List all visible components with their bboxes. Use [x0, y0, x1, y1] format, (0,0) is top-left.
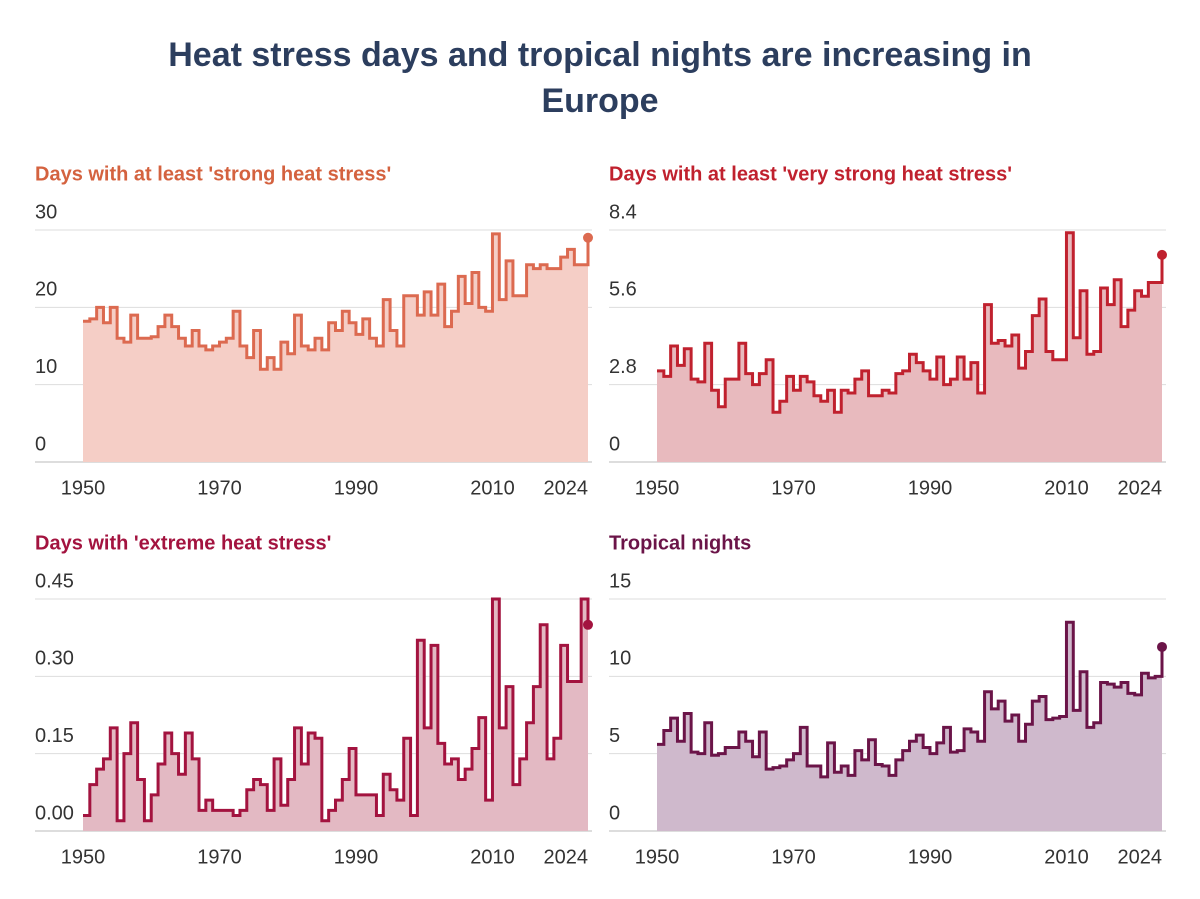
x-tick-label: 1990: [908, 846, 953, 868]
x-tick-label: 1950: [61, 477, 106, 499]
step-line: [83, 232, 590, 371]
y-tick-label: 30: [35, 201, 57, 223]
y-tick-label: 2.8: [609, 356, 637, 378]
y-tick-label: 5: [609, 725, 620, 747]
chart-title: Heat stress days and tropical nights are…: [168, 36, 1032, 120]
x-tick-label: 2024: [544, 477, 589, 499]
y-tick-label: 0.00: [35, 802, 74, 824]
y-tick-label: 0.45: [35, 570, 74, 592]
x-tick-label: 1970: [771, 846, 816, 868]
x-tick-label: 1970: [197, 477, 242, 499]
area-fill: [657, 622, 1162, 831]
y-tick-label: 0.15: [35, 725, 74, 747]
y-tick-label: 10: [609, 648, 631, 670]
x-tick-label: 2024: [1118, 846, 1163, 868]
panel-title: Tropical nights: [609, 532, 751, 554]
y-tick-label: 5.6: [609, 279, 637, 301]
x-tick-label: 2010: [470, 846, 515, 868]
x-tick-label: 1970: [197, 846, 242, 868]
panel-title: Days with at least 'strong heat stress': [35, 163, 391, 185]
end-dot: [583, 232, 593, 243]
x-tick-label: 1950: [61, 846, 106, 868]
x-tick-label: 1950: [635, 846, 680, 868]
x-tick-label: 2010: [470, 477, 515, 499]
end-dot: [1157, 249, 1167, 260]
y-tick-label: 0: [609, 802, 620, 824]
y-tick-label: 0: [609, 433, 620, 455]
y-tick-label: 15: [609, 570, 631, 592]
x-tick-label: 1990: [334, 846, 379, 868]
end-dot: [1157, 641, 1167, 652]
area-fill: [657, 232, 1162, 462]
step-line: [657, 620, 1164, 779]
x-tick-label: 2010: [1044, 846, 1089, 868]
y-tick-label: 0.30: [35, 648, 74, 670]
panel-title: Days with at least 'very strong heat str…: [609, 163, 1012, 185]
y-tick-label: 20: [35, 279, 57, 301]
x-tick-label: 2010: [1044, 477, 1089, 499]
end-dot: [583, 619, 593, 630]
y-tick-label: 0: [35, 433, 46, 455]
x-tick-label: 1970: [771, 477, 816, 499]
x-tick-label: 1950: [635, 477, 680, 499]
step-line: [657, 231, 1164, 414]
step-line: [83, 597, 590, 823]
x-tick-label: 2024: [544, 846, 589, 868]
area-fill: [83, 599, 588, 831]
x-tick-label: 1990: [908, 477, 953, 499]
y-tick-label: 10: [35, 356, 57, 378]
title-line: Europe: [541, 82, 658, 120]
x-tick-label: 1990: [334, 477, 379, 499]
x-tick-label: 2024: [1118, 477, 1163, 499]
area-fill: [83, 233, 588, 462]
panel-title: Days with 'extreme heat stress': [35, 532, 331, 554]
title-line: Heat stress days and tropical nights are…: [168, 36, 1032, 74]
y-tick-label: 8.4: [609, 201, 637, 223]
